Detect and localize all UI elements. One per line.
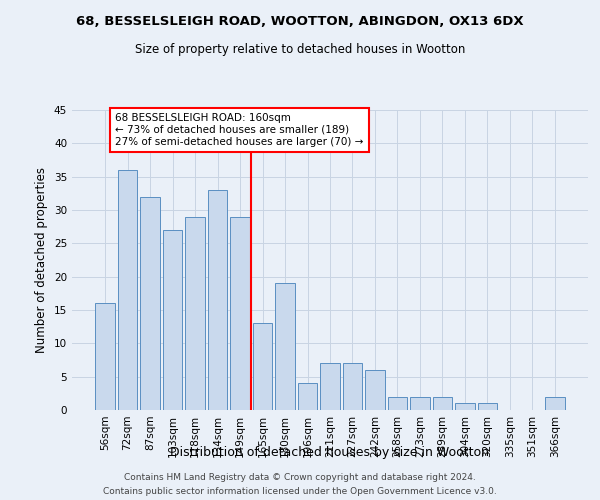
Text: Contains public sector information licensed under the Open Government Licence v3: Contains public sector information licen… (103, 486, 497, 496)
Bar (230, 216, 250, 410)
Bar (433, 396, 452, 410)
Text: 68 BESSELSLEIGH ROAD: 160sqm
← 73% of detached houses are smaller (189)
27% of s: 68 BESSELSLEIGH ROAD: 160sqm ← 73% of de… (115, 114, 364, 146)
Text: Size of property relative to detached houses in Wootton: Size of property relative to detached ho… (135, 42, 465, 56)
Bar (298, 384, 317, 410)
Bar (185, 216, 205, 410)
Bar (320, 364, 340, 410)
Bar (455, 404, 475, 410)
Text: Distribution of detached houses by size in Wootton: Distribution of detached houses by size … (170, 446, 490, 459)
Bar (545, 396, 565, 410)
Bar (478, 404, 497, 410)
Bar (118, 170, 137, 410)
Text: Contains HM Land Registry data © Crown copyright and database right 2024.: Contains HM Land Registry data © Crown c… (124, 473, 476, 482)
Y-axis label: Number of detached properties: Number of detached properties (35, 167, 49, 353)
Bar (343, 364, 362, 410)
Bar (163, 230, 182, 410)
Bar (365, 370, 385, 410)
Bar (388, 396, 407, 410)
Text: 68, BESSELSLEIGH ROAD, WOOTTON, ABINGDON, OX13 6DX: 68, BESSELSLEIGH ROAD, WOOTTON, ABINGDON… (76, 15, 524, 28)
Bar (275, 284, 295, 410)
Bar (140, 196, 160, 410)
Bar (253, 324, 272, 410)
Bar (410, 396, 430, 410)
Bar (95, 304, 115, 410)
Bar (208, 190, 227, 410)
